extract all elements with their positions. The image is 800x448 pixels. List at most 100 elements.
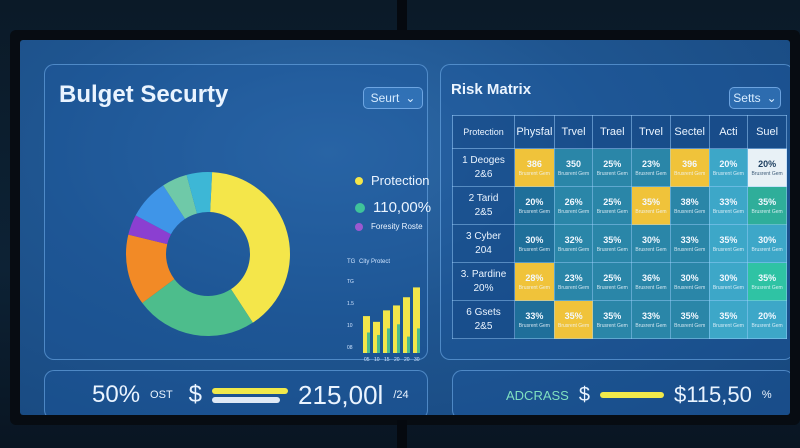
matrix-cell-sublabel: Brusrent Gem [558,246,590,253]
matrix-cell[interactable]: 35% Brusrent Gem [592,224,633,263]
matrix-cell-sublabel: Brusrent Gem [518,322,550,329]
matrix-cell[interactable]: 35% Brusrent Gem [747,262,787,301]
matrix-cell-value: 35% [758,272,777,283]
matrix-cell[interactable]: 32% Brusrent Gem [553,224,594,263]
bar-0 [363,316,370,353]
risk-matrix-grid: Protection Physfal Trvel Trael Trvel Sectel Ac… [452,115,787,339]
matrix-cell[interactable]: 35% Brusrent Gem [708,224,749,263]
matrix-cell-value: 35% [680,310,699,321]
matrix-row-label: 3. Pardine 20% [452,262,515,301]
matrix-cell[interactable]: 20% Brusrent Gem [514,186,555,225]
matrix-cell-value: 23% [641,158,660,169]
matrix-cell[interactable]: 30% Brusrent Gem [708,262,749,301]
matrix-cell-sublabel: Brusrent Gem [674,322,706,329]
matrix-cell[interactable]: 33% Brusrent Gem [514,300,555,339]
matrix-cell[interactable]: 35% Brusrent Gem [669,300,710,339]
risk-summary-amount: $115,50 [673,382,752,407]
matrix-cell-sublabel: Brusrent Gem [596,322,628,329]
matrix-cell[interactable]: 38% Brusrent Gem [669,186,710,225]
matrix-row-label: 6 Gsets 2&5 [452,300,515,339]
matrix-cell-value: 25% [603,272,622,283]
bar-5 [413,287,420,353]
matrix-header-4[interactable]: Trvel [631,115,671,149]
bar-x-tick-1: 10 [374,357,380,363]
donut-slice-4 [135,185,186,235]
matrix-cell-sublabel: Brusrent Gem [518,170,550,177]
matrix-cell[interactable]: 30% Brusrent Gem [631,224,671,263]
matrix-header-0[interactable]: Protection [452,115,515,149]
bar-y-tick-3: 08 [347,345,353,351]
matrix-cell[interactable]: 36% Brusrent Gem [631,262,671,301]
matrix-cell-sublabel: Brusrent Gem [751,170,783,177]
matrix-cell-value: 38% [680,196,699,207]
matrix-cell[interactable]: 20% Brusrent Gem [747,300,787,339]
matrix-cell[interactable]: 20% Brusrent Gem [708,148,749,187]
bar-secondary-2 [387,328,390,353]
matrix-header-6[interactable]: Acti [708,115,749,149]
matrix-cell-value: 20% [758,158,777,169]
matrix-cell[interactable]: 33% Brusrent Gem [708,186,749,225]
matrix-header-7[interactable]: Suel [747,115,787,149]
chevron-down-icon: ⌄ [405,91,416,105]
matrix-cell-sublabel: Brusrent Gem [712,246,744,253]
legend-item-other: Foresity Roste [355,222,423,231]
matrix-cell-sublabel: Brusrent Gem [674,284,706,291]
matrix-cell[interactable]: 35% Brusrent Gem [708,300,749,339]
matrix-cell[interactable]: 30% Brusrent Gem [669,262,710,301]
matrix-cell[interactable]: 35% Brusrent Gem [592,300,633,339]
matrix-row-label: 1 Deoges 2&6 [452,148,515,187]
matrix-cell[interactable]: 33% Brusrent Gem [631,300,671,339]
matrix-cell-sublabel: Brusrent Gem [518,208,550,215]
summary-percent-suffix: OST [150,389,173,401]
matrix-cell[interactable]: 30% Brusrent Gem [514,224,555,263]
matrix-cell-sublabel: Brusrent Gem [635,170,667,177]
matrix-cell[interactable]: 25% Brusrent Gem [592,186,633,225]
bar-y-tick-2: 10 [347,323,353,329]
matrix-cell-value: 33% [680,234,699,245]
matrix-cell[interactable]: 23% Brusrent Gem [553,262,594,301]
matrix-cell[interactable]: 30% Brusrent Gem [747,224,787,263]
matrix-row: 2 Tarid 2&5 20% Brusrent Gem 26% Brusrent Gem… [452,186,787,225]
matrix-cell[interactable]: 28% Brusrent Gem [514,262,555,301]
budget-filter-select[interactable]: Seurt ⌄ [363,87,423,109]
matrix-cell[interactable]: 26% Brusrent Gem [553,186,594,225]
matrix-cell[interactable]: 25% Brusrent Gem [592,262,633,301]
matrix-cell[interactable]: 396 Brusrent Gem [669,148,710,187]
donut-slice-6 [186,172,213,214]
matrix-cell-sublabel: Brusrent Gem [596,170,628,177]
matrix-cell[interactable]: 350 Brusrent Gem [553,148,594,187]
matrix-header-5[interactable]: Sectel [669,115,710,149]
bar-2 [383,310,390,353]
matrix-cell-value: 20% [525,196,544,207]
donut-slice-5 [163,174,198,219]
matrix-cell[interactable]: 33% Brusrent Gem [669,224,710,263]
bar-secondary-3 [397,324,400,353]
matrix-cell[interactable]: 23% Brusrent Gem [631,148,671,187]
matrix-cell[interactable]: 25% Brusrent Gem [592,148,633,187]
matrix-row: 6 Gsets 2&5 33% Brusrent Gem 35% Brusrent Gem… [452,300,787,339]
matrix-cell-value: 35% [758,196,777,207]
risk-filter-select[interactable]: Setts ⌄ [729,87,781,109]
matrix-cell-value: 350 [566,158,582,169]
legend-item-protection: Protection [355,173,430,188]
risk-matrix-title: Risk Matrix [451,81,532,98]
summary-progress-fill-1 [212,387,289,394]
matrix-header-3[interactable]: Trael [592,115,633,149]
donut-slice-2 [126,234,175,304]
matrix-cell[interactable]: 35% Brusrent Gem [553,300,594,339]
matrix-cell[interactable]: 35% Brusrent Gem [747,186,787,225]
matrix-header-2[interactable]: Trvel [553,115,594,149]
matrix-row-label-a: 2 Tarid [468,193,499,204]
summary-amount-suffix: /24 [393,389,409,401]
matrix-cell-sublabel: Brusrent Gem [751,284,783,291]
matrix-cell-sublabel: Brusrent Gem [635,208,667,215]
mount-pole [397,0,407,34]
matrix-header-1[interactable]: Physfal [514,115,555,149]
matrix-cell-value: 30% [641,234,660,245]
matrix-cell[interactable]: 20% Brusrent Gem [747,148,787,187]
matrix-cell-value: 35% [564,310,583,321]
matrix-cell[interactable]: 386 Brusrent Gem [514,148,555,187]
bar-chart-label-top: TG [347,259,356,265]
dollar-icon: $ [578,383,590,406]
matrix-cell[interactable]: 35% Brusrent Gem [631,186,671,225]
